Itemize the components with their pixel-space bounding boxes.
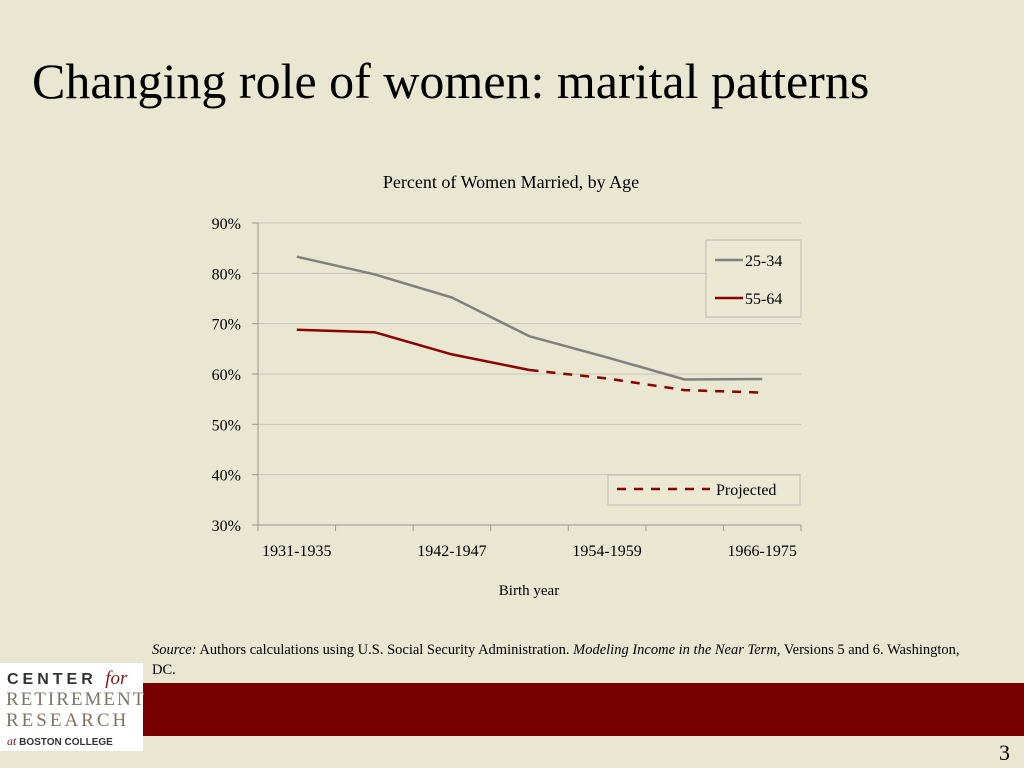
logo-line-3: RESEARCH	[6, 710, 130, 731]
center-for-retirement-research-logo: CENTER for RETIREMENT RESEARCH at BOSTON…	[0, 663, 147, 751]
x-tick-label: 1954-1959	[572, 543, 641, 560]
logo-line-2: RETIREMENT	[6, 689, 147, 710]
legend-main: 25-34 55-64	[705, 239, 802, 318]
series-line-55-64	[296, 328, 530, 372]
x-tick-label: 1966-1975	[728, 543, 797, 560]
x-tick-label: 1931-1935	[262, 543, 331, 560]
y-tick-label: 80%	[212, 266, 241, 283]
legend-label-projected: Projected	[716, 482, 776, 499]
chart-axes	[252, 222, 802, 531]
page-number: 3	[999, 740, 1010, 765]
legend-projected: Projected	[607, 474, 801, 506]
x-axis-label: Birth year	[499, 583, 559, 599]
chart-gridlines	[258, 222, 801, 476]
x-axis-tick-labels: 1931-1935 1942-1947 1954-1959 1966-1975	[262, 543, 797, 560]
y-tick-label: 90%	[212, 216, 241, 233]
legend-label-25-34: 25-34	[745, 253, 782, 270]
y-axis-tick-labels: 30% 40% 50% 60% 70% 80% 90%	[212, 216, 241, 535]
y-tick-label: 40%	[212, 468, 241, 485]
chart-series	[296, 255, 763, 394]
slide-title: Changing role of women: marital patterns	[32, 53, 870, 109]
line-chart: Percent of Women Married, by Age 30% 40% 5…	[212, 172, 802, 599]
source-text: Authors calculations using U.S. Social S…	[196, 642, 574, 658]
y-tick-label: 60%	[212, 367, 241, 384]
x-tick-label: 1942-1947	[417, 543, 486, 560]
source-label: Source:	[152, 642, 197, 658]
series-line-25-34	[296, 255, 763, 381]
logo-line-4: at BOSTON COLLEGE	[7, 734, 113, 748]
y-tick-label: 30%	[212, 518, 241, 535]
y-tick-label: 50%	[212, 417, 241, 434]
chart-title: Percent of Women Married, by Age	[383, 172, 639, 192]
source-text-2: , Versions 5 and 6. Washington, DC.	[152, 642, 960, 678]
series-line-projected	[529, 368, 763, 394]
legend-box	[705, 239, 802, 318]
logo-line-1: CENTER for	[7, 668, 128, 689]
source-publication: Modeling Income in the Near Term	[573, 642, 777, 658]
footer-bar	[0, 683, 1024, 736]
source-note: Source: Authors calculations using U.S. …	[152, 640, 982, 680]
y-tick-label: 70%	[212, 317, 241, 334]
legend-label-55-64: 55-64	[745, 291, 782, 308]
